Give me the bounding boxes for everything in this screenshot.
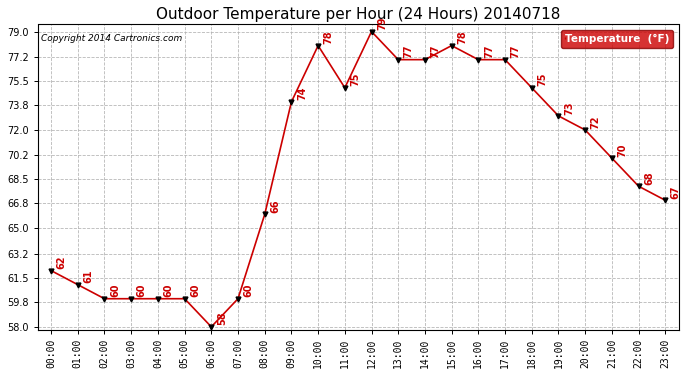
Text: 61: 61 (83, 270, 93, 283)
Text: 78: 78 (457, 31, 467, 44)
Text: 78: 78 (324, 31, 334, 44)
Text: 62: 62 (57, 256, 67, 269)
Text: 60: 60 (164, 284, 173, 297)
Title: Outdoor Temperature per Hour (24 Hours) 20140718: Outdoor Temperature per Hour (24 Hours) … (156, 7, 560, 22)
Text: 77: 77 (431, 45, 440, 58)
Text: 60: 60 (137, 284, 147, 297)
Text: 72: 72 (591, 115, 601, 129)
Text: 66: 66 (270, 200, 280, 213)
Text: 60: 60 (110, 284, 120, 297)
Text: 77: 77 (511, 45, 521, 58)
Text: 60: 60 (190, 284, 200, 297)
Text: 70: 70 (618, 143, 627, 157)
Text: 74: 74 (297, 87, 307, 100)
Text: Copyright 2014 Cartronics.com: Copyright 2014 Cartronics.com (41, 34, 182, 43)
Text: 77: 77 (404, 45, 414, 58)
Text: 77: 77 (484, 45, 494, 58)
Text: 75: 75 (351, 73, 360, 86)
Text: 67: 67 (671, 185, 681, 199)
Text: 68: 68 (644, 171, 654, 185)
Text: 58: 58 (217, 312, 227, 326)
Text: 75: 75 (538, 73, 547, 86)
Text: 73: 73 (564, 101, 574, 114)
Text: 60: 60 (244, 284, 253, 297)
Legend: Temperature  (°F): Temperature (°F) (561, 30, 673, 48)
Text: 79: 79 (377, 16, 387, 30)
